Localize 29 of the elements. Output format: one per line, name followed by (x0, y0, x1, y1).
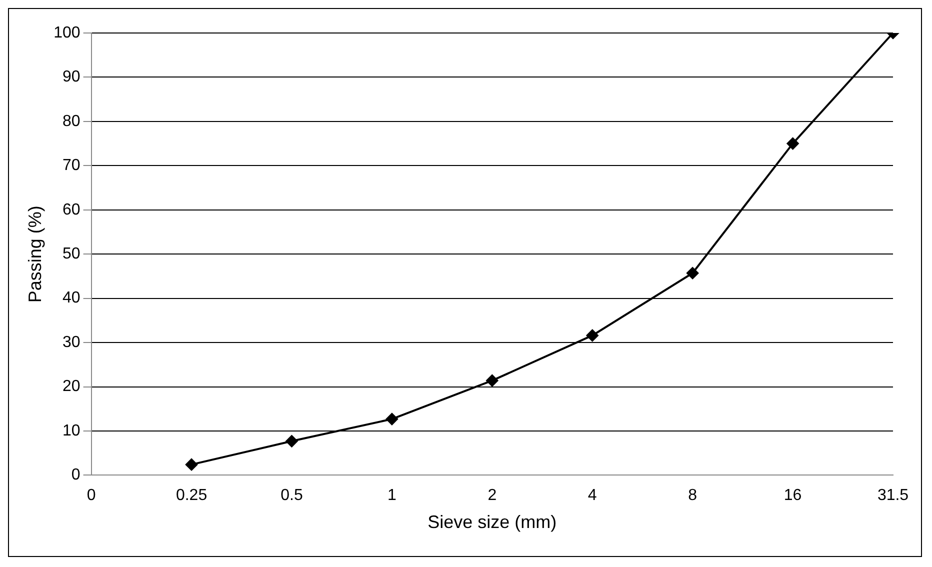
x-tick-label: 31.5 (877, 487, 909, 504)
point (586, 329, 598, 342)
y-tick-label: 60 (62, 201, 80, 218)
point (186, 458, 198, 471)
x-axis-title: Sieve size (mm) (428, 512, 557, 532)
point (386, 413, 398, 426)
y-tick-label: 40 (62, 290, 80, 307)
y-tick-label: 10 (62, 422, 80, 440)
point (286, 435, 298, 448)
y-tick-label: 0 (71, 466, 80, 484)
y-tick-label: 80 (62, 112, 80, 130)
y-axis-title: Passing (%) (24, 206, 45, 303)
y-tick-label: 90 (62, 68, 80, 86)
y-tick-label: 50 (62, 246, 80, 263)
x-tick-label: 0.5 (280, 487, 303, 504)
point (786, 138, 799, 150)
point (686, 267, 699, 280)
x-tick-label: 0 (86, 487, 96, 504)
x-tick-label: 8 (688, 487, 698, 504)
x-tick-label: 0.25 (176, 487, 208, 504)
x-tick-label: 1 (387, 487, 396, 504)
y-tick-label: 30 (62, 334, 80, 351)
y-tick-label: 70 (62, 157, 80, 174)
y-tick-label: 20 (62, 378, 80, 396)
x-tick-label: 4 (588, 487, 597, 504)
x-tick-label: 16 (784, 487, 802, 504)
point (486, 374, 498, 387)
y-tick-label: 100 (54, 24, 80, 42)
x-tick-label: 2 (488, 487, 497, 504)
